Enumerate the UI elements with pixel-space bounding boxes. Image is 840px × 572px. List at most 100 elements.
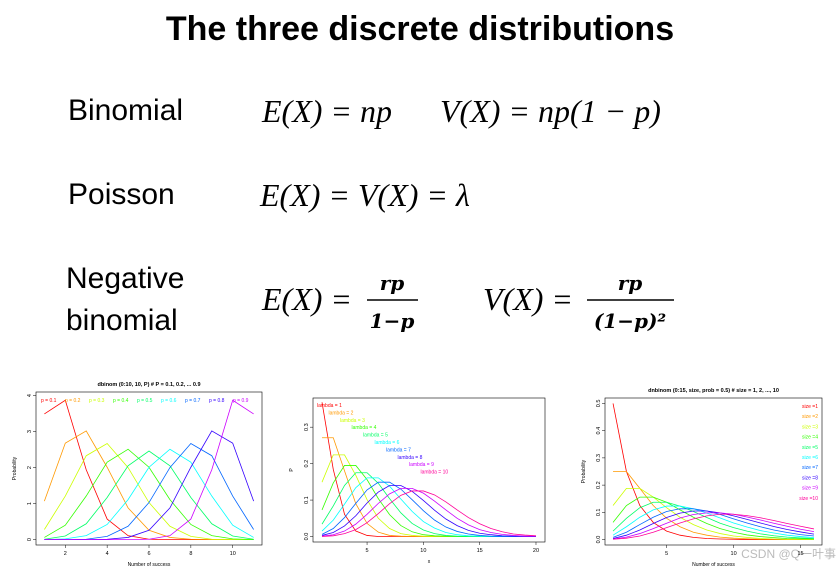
x-tick-label: 4 [106, 551, 109, 557]
series-line [613, 513, 815, 540]
legend-label: p = 0.5 [137, 398, 153, 404]
legend-label: lambda = 3 [340, 418, 365, 424]
series-line [44, 448, 254, 540]
legend-label: size =2 [802, 414, 818, 420]
watermark: CSDN @Q一叶事 [741, 547, 836, 561]
chart-title: dnbinom (0:15, size, prob = 0.5) # size … [648, 388, 779, 394]
formula: E(X) = np [261, 93, 392, 129]
legend-label: lambda = 1 [317, 403, 342, 409]
series-line [613, 471, 814, 540]
y-tick-label: 0 [27, 538, 33, 541]
series-line [321, 481, 536, 537]
series-line [321, 488, 536, 537]
legend-label: size =5 [802, 445, 818, 451]
series-line [612, 505, 814, 539]
formula: E(X) = V(X) = λ [259, 177, 470, 213]
series-line [612, 487, 814, 540]
y-tick-label: 0.1 [596, 509, 602, 517]
plot-frame [312, 397, 546, 543]
row-label: Binomial [68, 94, 183, 127]
legend-label: size =4 [802, 435, 818, 441]
series-line [44, 399, 254, 540]
series-line [321, 472, 536, 537]
legend-label: size =3 [802, 424, 818, 430]
legend-label: size =1 [802, 404, 818, 410]
series-line [612, 501, 814, 539]
series-line [44, 430, 255, 540]
series-line [321, 465, 536, 537]
legend-label: p = 0.2 [65, 398, 81, 404]
series-line [322, 437, 536, 537]
x-tick-label: 5 [665, 551, 668, 557]
y-tick-label: 0.0 [596, 536, 602, 544]
y-tick-label: 0.4 [596, 427, 602, 435]
y-tick-label: 0.3 [304, 423, 310, 431]
series-line [43, 430, 254, 540]
y-axis-label: Probability [581, 459, 587, 483]
legend-label: lambda = 7 [386, 447, 411, 453]
chart-title: dbinom (0:10, 10, P) # P = 0.1, 0.2, ...… [97, 382, 200, 388]
title: The three discrete distributions [166, 10, 674, 48]
y-tick-label: 1 [27, 502, 33, 505]
plot-frame [604, 397, 823, 546]
y-tick-label: 0.2 [304, 460, 310, 468]
legend-label: size =8 [802, 475, 818, 481]
legend-label: lambda = 5 [363, 433, 388, 439]
series-line [44, 442, 254, 540]
series-line [612, 510, 815, 539]
numerator: rp [618, 271, 643, 295]
legend-label: lambda = 9 [409, 462, 434, 468]
y-tick-label: 0.1 [304, 496, 310, 504]
y-tick-label: 4 [27, 394, 33, 397]
series-line [612, 496, 814, 540]
legend-label: lambda = 2 [329, 410, 354, 416]
series-line [44, 399, 254, 540]
x-tick-label: 10 [230, 551, 236, 557]
x-axis-label: Number of success [128, 562, 171, 568]
series-line [612, 512, 815, 540]
legend-label: size =10 [799, 496, 818, 502]
denominator: (1−p)² [594, 309, 667, 333]
x-axis-label: x [428, 559, 431, 565]
x-tick-label: 6 [147, 551, 150, 557]
y-tick-label: 3 [27, 430, 33, 433]
series-line [612, 403, 814, 540]
legend-label: p = 0.8 [209, 398, 225, 404]
legend-label: size =9 [802, 486, 818, 492]
row-label: Negative binomial [66, 262, 185, 337]
legend-label: p = 0.3 [89, 398, 105, 404]
x-tick-label: 10 [420, 548, 426, 554]
legend-label: lambda = 4 [352, 425, 377, 431]
series-line [44, 450, 254, 540]
legend-label: lambda = 8 [398, 455, 423, 461]
y-axis-label: Probability [12, 456, 18, 480]
legend-label: p = 0.6 [161, 398, 177, 404]
y-tick-label: 2 [27, 466, 33, 469]
x-tick-label: 10 [731, 551, 737, 557]
x-tick-label: 5 [366, 548, 369, 554]
series-line [321, 477, 536, 537]
denominator: 1−p [370, 309, 415, 333]
y-tick-label: 0.0 [304, 533, 310, 541]
x-tick-label: 20 [533, 548, 539, 554]
row-label: Poisson [68, 178, 175, 211]
legend-label: lambda = 10 [421, 470, 449, 476]
y-tick-label: 0.3 [596, 454, 602, 462]
row-label-box: Negative binomial [66, 262, 185, 337]
x-tick-label: 15 [477, 548, 483, 554]
y-tick-label: 0.5 [596, 400, 602, 408]
legend-label: p = 0.9 [233, 398, 249, 404]
series-line [44, 442, 254, 540]
formula: V(X) = [483, 281, 573, 317]
series-line [44, 448, 254, 540]
legend-label: p = 0.7 [185, 398, 201, 404]
x-tick-label: 8 [189, 551, 192, 557]
legend-label: size =6 [802, 455, 818, 461]
x-tick-label: 15 [798, 551, 804, 557]
legend-label: p = 0.4 [113, 398, 129, 404]
x-tick-label: 2 [64, 551, 67, 557]
y-axis-label: P [289, 468, 295, 472]
formula: E(X) = [261, 281, 352, 317]
